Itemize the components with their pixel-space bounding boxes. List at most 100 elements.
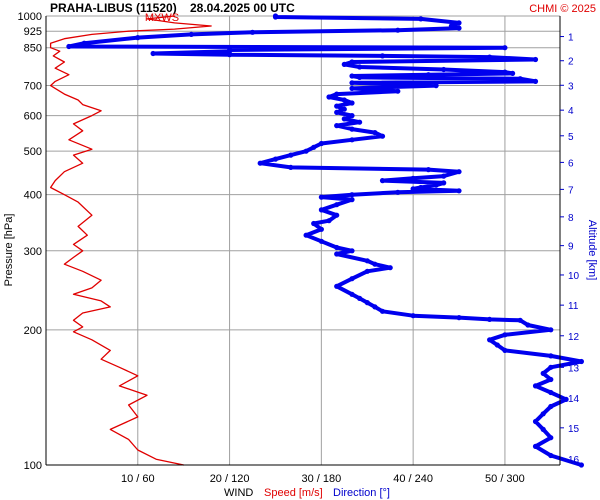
direction-point <box>448 23 454 29</box>
direction-point <box>532 56 539 63</box>
direction-point <box>441 173 447 179</box>
direction-point <box>81 40 87 46</box>
direction-point <box>349 126 355 132</box>
altitude-tick-label: 16 <box>568 455 580 466</box>
direction-point <box>341 97 347 103</box>
direction-point <box>318 207 324 213</box>
direction-point <box>387 265 393 271</box>
altitude-tick-label: 4 <box>568 106 574 117</box>
direction-point <box>349 73 355 79</box>
direction-point <box>548 435 554 441</box>
altitude-tick-label: 5 <box>568 132 574 143</box>
direction-point <box>487 54 493 60</box>
direction-point <box>548 327 554 333</box>
direction-point <box>548 376 554 383</box>
direction-point <box>532 418 539 425</box>
direction-point <box>341 106 347 112</box>
direction-point <box>379 178 386 184</box>
altitude-tick-label: 6 <box>568 158 574 169</box>
direction-point <box>357 64 363 70</box>
chart-datetime: 28.04.2025 00 UTC <box>190 1 295 15</box>
direction-point <box>349 197 355 203</box>
direction-point <box>372 304 378 310</box>
direction-point <box>433 83 439 89</box>
altitude-tick-label: 2 <box>568 57 574 68</box>
direction-point <box>349 59 355 65</box>
altitude-tick-label: 9 <box>568 242 574 253</box>
pressure-tick-label: 925 <box>24 26 42 38</box>
direction-point <box>341 116 347 122</box>
direction-point <box>509 70 516 76</box>
direction-point <box>349 100 355 106</box>
y-axis-label-right: Altitude [km] <box>586 220 598 281</box>
x-tick-label: 50 / 300 <box>485 473 525 485</box>
direction-point <box>326 94 332 100</box>
direction-point <box>272 156 279 162</box>
direction-point <box>318 226 324 232</box>
direction-point <box>502 332 508 338</box>
pressure-tick-label: 850 <box>24 43 42 55</box>
direction-point <box>334 123 340 129</box>
x-axis-label-direction: Direction [°] <box>333 487 390 499</box>
direction-point <box>349 80 355 86</box>
direction-point <box>311 220 317 227</box>
direction-point <box>548 389 554 396</box>
altitude-tick-label: 1 <box>568 33 574 44</box>
direction-point <box>548 452 554 459</box>
altitude-tick-label: 14 <box>568 394 580 405</box>
chart-title: PRAHA-LIBUS (11520) <box>50 1 177 15</box>
direction-point <box>318 238 324 244</box>
direction-point <box>410 313 416 319</box>
direction-point <box>257 160 263 166</box>
direction-point <box>532 383 539 389</box>
direction-point <box>379 53 386 59</box>
direction-point <box>410 186 416 192</box>
altitude-tick-label: 10 <box>568 271 580 282</box>
direction-point <box>548 353 554 359</box>
direction-point <box>517 76 523 82</box>
direction-point <box>364 258 370 264</box>
speed-series-line <box>49 15 212 466</box>
x-tick-label: 20 / 120 <box>210 473 250 485</box>
x-axis-label: WIND Speed [m/s] Direction [°] <box>224 487 390 499</box>
altitude-tick-label: 15 <box>568 424 580 435</box>
direction-point <box>303 232 309 238</box>
direction-point <box>456 188 462 194</box>
direction-point <box>540 411 546 417</box>
direction-point <box>349 113 355 119</box>
direction-point <box>349 192 355 198</box>
direction-point <box>517 317 523 323</box>
direction-point <box>288 152 294 158</box>
direction-point <box>395 189 401 195</box>
x-axis-label-speed: Speed [m/s] <box>264 487 323 499</box>
direction-point <box>66 43 72 50</box>
altitude-tick-label: 8 <box>568 213 574 224</box>
direction-point <box>578 358 585 365</box>
direction-point <box>334 244 340 251</box>
direction-point <box>548 364 554 370</box>
direction-point <box>372 130 378 136</box>
direction-point <box>502 69 508 75</box>
direction-point <box>441 180 447 186</box>
plot-area <box>49 13 585 468</box>
direction-point <box>357 295 363 301</box>
copyright: CHMI © 2025 <box>529 3 596 15</box>
direction-point <box>334 109 340 115</box>
direction-point <box>334 103 340 109</box>
pressure-tick-label: 700 <box>24 81 42 93</box>
direction-point <box>311 144 317 150</box>
direction-point <box>364 268 370 274</box>
direction-point <box>456 315 462 321</box>
direction-point <box>303 148 309 154</box>
direction-point <box>548 403 554 410</box>
direction-point <box>410 175 416 181</box>
x-tick-label: 30 / 180 <box>301 473 341 485</box>
direction-point <box>456 20 462 26</box>
pressure-tick-label: 1000 <box>18 11 42 23</box>
direction-point <box>318 194 324 200</box>
altitude-tick-label: 12 <box>568 332 580 343</box>
direction-point <box>395 88 401 94</box>
max-wind-label: MXWS <box>145 12 179 24</box>
direction-point <box>349 291 355 297</box>
